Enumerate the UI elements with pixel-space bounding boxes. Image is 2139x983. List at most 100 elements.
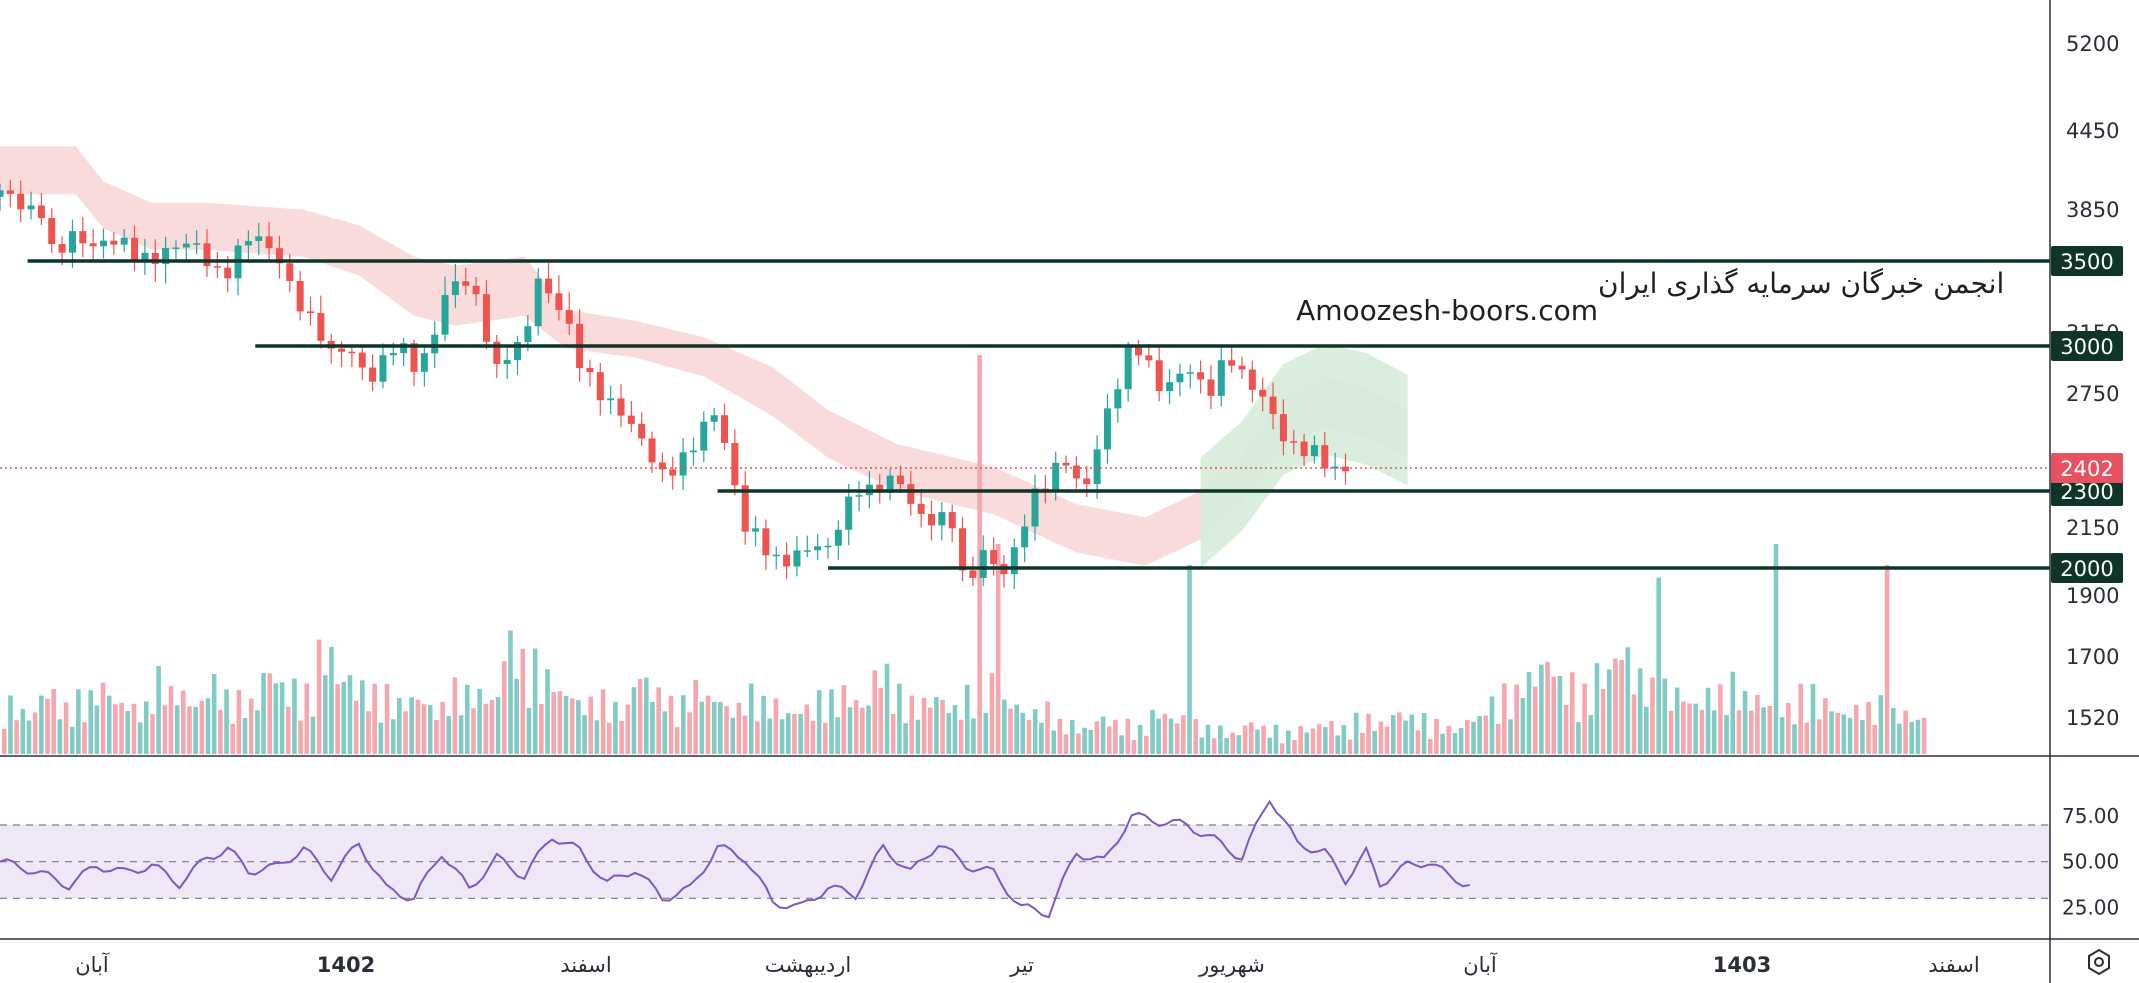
volume-bar [1841, 714, 1847, 754]
volume-bar [1193, 719, 1198, 754]
volume-bar [668, 695, 674, 754]
volume-bar [69, 726, 75, 754]
volume-bar [582, 715, 587, 754]
volume-bar [1582, 683, 1587, 754]
level-tag-2000 [2051, 553, 2123, 583]
volume-bar [1341, 725, 1347, 754]
rsi-pane[interactable] [0, 799, 2050, 919]
volume-bar [125, 711, 131, 754]
volume-bar [378, 722, 384, 754]
candle [120, 229, 128, 252]
volume-bar [927, 707, 933, 754]
volume-bar [983, 712, 989, 754]
volume-bar [1316, 724, 1322, 754]
volume-bar [1360, 732, 1365, 754]
candle [79, 217, 87, 258]
volume-bar [606, 722, 612, 754]
candle [17, 180, 25, 223]
volume-bar [989, 673, 995, 754]
price-tick: 1520 [2066, 706, 2119, 730]
rsi-tick: 25.00 [2062, 896, 2119, 920]
settings-icon[interactable] [2084, 947, 2114, 977]
candle [1290, 429, 1298, 455]
time-tick: اردیبهشت [765, 953, 852, 977]
price-axis[interactable]: 520044503850315027502150190017001520 [2066, 32, 2119, 730]
rsi-tick: 75.00 [2062, 804, 2119, 828]
volume-bar [1539, 664, 1544, 754]
volume-bar [26, 720, 32, 754]
volume-bar [1613, 658, 1618, 754]
volume-bar [353, 700, 359, 754]
volume-bar [51, 689, 56, 754]
volume-bar [1168, 718, 1174, 754]
volume-bar [1088, 729, 1094, 754]
volume-bar [1674, 687, 1680, 754]
volume-bar [1119, 735, 1124, 754]
time-axis[interactable]: آبان 1402 اسفند اردیبهشت تیر شهریور آبان 1403 اس… [75, 952, 1979, 977]
candle [617, 383, 625, 428]
volume-bar [742, 715, 748, 754]
candle [710, 407, 718, 431]
volume-bar [452, 677, 458, 754]
volume-bar [613, 701, 618, 754]
volume-bar [1137, 724, 1143, 754]
volume-bar [681, 695, 686, 754]
volume-bar [1810, 683, 1816, 754]
volume-bar [1804, 722, 1810, 754]
candle [327, 333, 335, 364]
candle [348, 344, 356, 368]
volume-bar [1693, 703, 1698, 754]
volume-bar [477, 688, 482, 754]
candle [379, 343, 387, 389]
candle [358, 344, 366, 380]
volume-bar [1230, 732, 1236, 754]
candle [203, 229, 211, 277]
volume-bar [1489, 696, 1495, 754]
horizontal-levels[interactable] [27, 259, 2050, 570]
volume-bar [1236, 735, 1242, 754]
candle [658, 452, 666, 483]
time-tick: اسفند [1928, 953, 1979, 977]
volume-bar [1082, 727, 1087, 754]
volume-bar [1255, 729, 1260, 754]
volume-bar [779, 719, 785, 754]
candle [1135, 340, 1142, 366]
volume-bar [650, 701, 655, 754]
volume-bar [1199, 737, 1205, 754]
volume-bar [971, 718, 976, 754]
candle [689, 437, 697, 466]
volume-bar [1532, 686, 1538, 754]
time-tick: تیر [1009, 953, 1034, 977]
volume-bar [1304, 732, 1310, 754]
candle [213, 251, 221, 279]
volume-bar [1853, 704, 1859, 754]
volume-bar [551, 691, 556, 754]
level-tag-2300 [2051, 476, 2123, 506]
candle [1248, 360, 1256, 403]
candle [1010, 538, 1018, 589]
volume-bar [1718, 684, 1723, 754]
volume-bar [1156, 718, 1161, 754]
volume-bar [897, 683, 902, 754]
volume-bar [1032, 709, 1038, 754]
volume-bar [860, 707, 865, 754]
volume-bar [1069, 720, 1075, 754]
volume-bar [1279, 743, 1285, 754]
volume-bar [798, 713, 803, 754]
volume-bar [748, 683, 754, 754]
volume-bar [1699, 709, 1705, 754]
volume-bar [304, 683, 310, 754]
candle [565, 292, 573, 335]
volume-bar [1668, 710, 1674, 754]
volume-bar [1569, 672, 1575, 754]
volume-bar [804, 704, 810, 754]
volume-bar [1242, 725, 1248, 754]
volume-bar [576, 700, 581, 754]
volume-bar [502, 661, 507, 754]
volume-bar [1014, 704, 1019, 754]
volume-bars [2, 355, 1927, 754]
candle [638, 412, 646, 447]
volume-bar [440, 702, 445, 754]
volume-bar [1218, 725, 1223, 754]
